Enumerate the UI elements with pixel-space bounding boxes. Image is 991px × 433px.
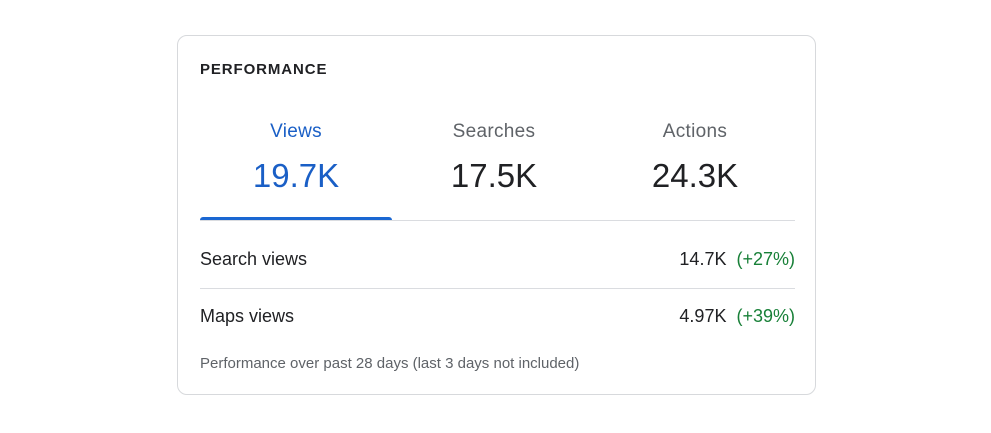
metric-figures: 4.97K (+39%) <box>679 306 795 327</box>
performance-footnote: Performance over past 28 days (last 3 da… <box>200 355 580 372</box>
tab-views[interactable]: Views 19.7K <box>200 106 392 221</box>
tab-actions-value: 24.3K <box>651 157 739 194</box>
tabs-divider <box>200 220 795 221</box>
row-divider <box>200 288 795 289</box>
metric-row-search-views: Search views 14.7K (+27%) <box>200 249 795 273</box>
tab-views-value: 19.7K <box>252 157 340 194</box>
tab-searches-value: 17.5K <box>450 157 538 194</box>
tab-views-label: Views <box>270 121 322 142</box>
metric-change: (+27%) <box>736 249 795 269</box>
metric-value: 14.7K <box>679 249 727 269</box>
card-title: PERFORMANCE <box>200 61 328 78</box>
metric-label: Maps views <box>200 306 295 326</box>
active-tab-indicator <box>200 217 392 221</box>
metric-row-maps-views: Maps views 4.97K (+39%) <box>200 306 795 330</box>
metric-value: 4.97K <box>679 306 727 326</box>
tab-searches[interactable]: Searches 17.5K <box>398 106 590 221</box>
metric-figures: 14.7K (+27%) <box>679 249 795 270</box>
performance-card: PERFORMANCE Views 19.7K Searches 17.5K A… <box>177 35 816 395</box>
tab-searches-label: Searches <box>452 121 536 142</box>
metric-tabs: Views 19.7K Searches 17.5K Actions 24.3K <box>200 106 795 221</box>
metric-change: (+39%) <box>736 306 795 326</box>
metric-label: Search views <box>200 249 308 269</box>
tab-actions-label: Actions <box>662 121 728 142</box>
tab-actions[interactable]: Actions 24.3K <box>599 106 791 221</box>
